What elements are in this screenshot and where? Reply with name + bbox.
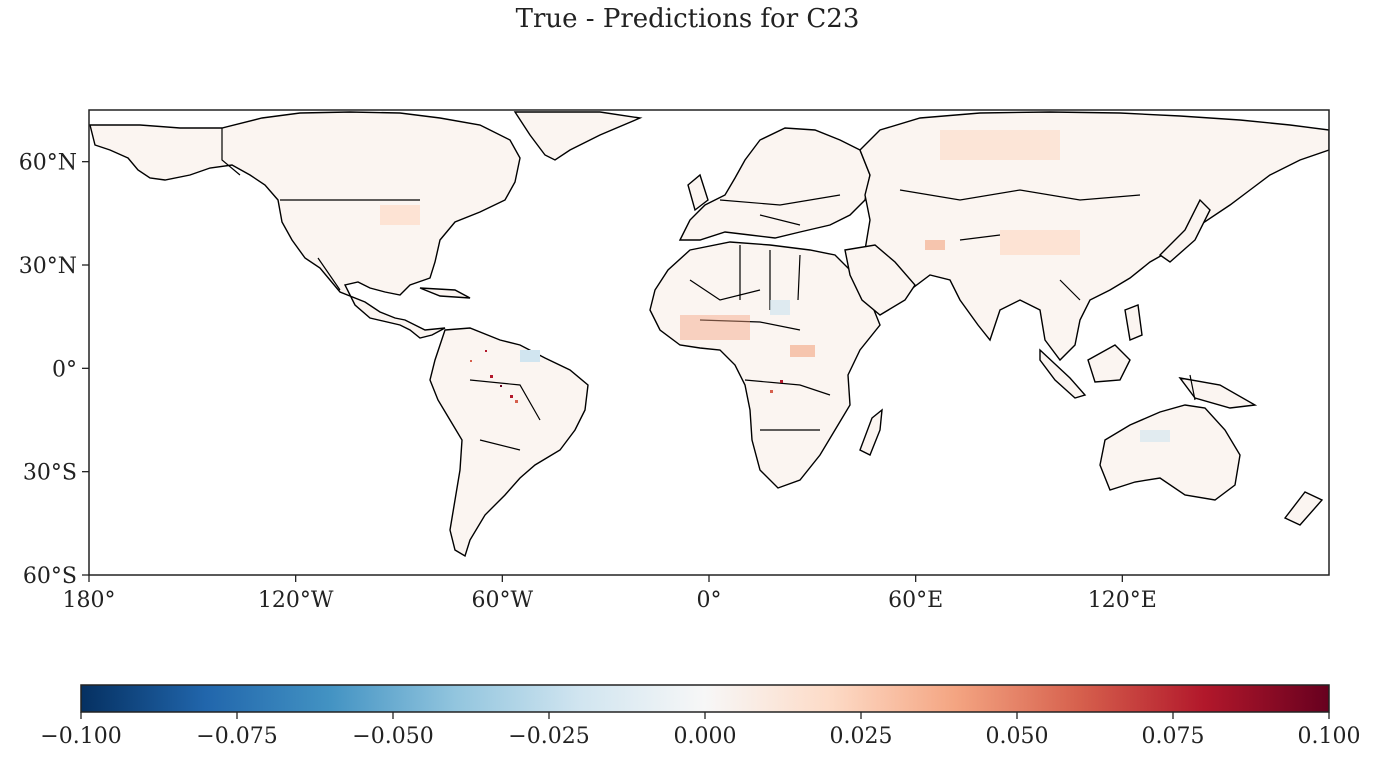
- lon-tick-label: 180°: [63, 588, 116, 613]
- country-borders: [221, 128, 1196, 451]
- longitude-axis: 180° 120°W 60°W 0° 60°E 120°E: [63, 575, 1157, 613]
- colorbar-tick-label: −0.075: [196, 724, 277, 749]
- lon-tick-label: 120°E: [1088, 588, 1157, 613]
- land-philippines: [1124, 304, 1143, 341]
- land-japan: [1158, 198, 1211, 263]
- land-caribbean: [419, 287, 471, 299]
- land-borneo: [1087, 344, 1131, 383]
- colorbar-tick-label: 0.000: [674, 724, 737, 749]
- map-plot-area: [88, 109, 1330, 576]
- land-africa: [649, 241, 881, 489]
- land-new-zealand: [1283, 491, 1324, 526]
- colorbar-tick-label: 0.025: [830, 724, 893, 749]
- land-madagascar: [859, 408, 883, 456]
- land-arabia: [844, 244, 916, 316]
- land-britain: [687, 173, 709, 212]
- colorbar-tick-label: 0.050: [986, 724, 1049, 749]
- lat-tick-label: 30°S: [23, 461, 77, 486]
- colorbar-tick-label: 0.100: [1298, 724, 1361, 749]
- lat-tick-label: 60°S: [23, 564, 77, 589]
- colorbar-ticks: −0.100 −0.075 −0.050 −0.025 0.000 0.025 0.050 0…: [40, 712, 1360, 749]
- land-greenland: [513, 111, 643, 161]
- colorbar-tick-label: 0.075: [1142, 724, 1205, 749]
- colorbar-tick-label: −0.050: [352, 724, 433, 749]
- land-south-america: [429, 327, 589, 558]
- lon-tick-label: 120°W: [258, 588, 334, 613]
- lon-tick-label: 0°: [697, 588, 722, 613]
- colorbar-tick-label: −0.025: [508, 724, 589, 749]
- lat-tick-label: 30°N: [19, 254, 77, 279]
- map-land-layer: [89, 111, 1329, 558]
- lon-tick-label: 60°E: [888, 588, 943, 613]
- land-sumatra: [1039, 348, 1087, 399]
- land-north-america: [89, 111, 521, 339]
- land-new-guinea: [1178, 377, 1258, 409]
- anomaly-speckle: [380, 130, 1170, 442]
- latitude-axis: 60°N 30°N 0° 30°S 60°S: [19, 151, 89, 589]
- lat-tick-label: 60°N: [19, 151, 77, 176]
- lon-tick-label: 60°W: [472, 588, 534, 613]
- colorbar-gradient: [80, 684, 1330, 713]
- lat-tick-label: 0°: [52, 357, 77, 382]
- land-australia: [1099, 404, 1241, 501]
- colorbar-tick-label: −0.100: [40, 724, 121, 749]
- figure-title: True - Predictions for C23: [515, 4, 860, 34]
- colorbar: −0.100 −0.075 −0.050 −0.025 0.000 0.025 0.050 0…: [40, 684, 1360, 749]
